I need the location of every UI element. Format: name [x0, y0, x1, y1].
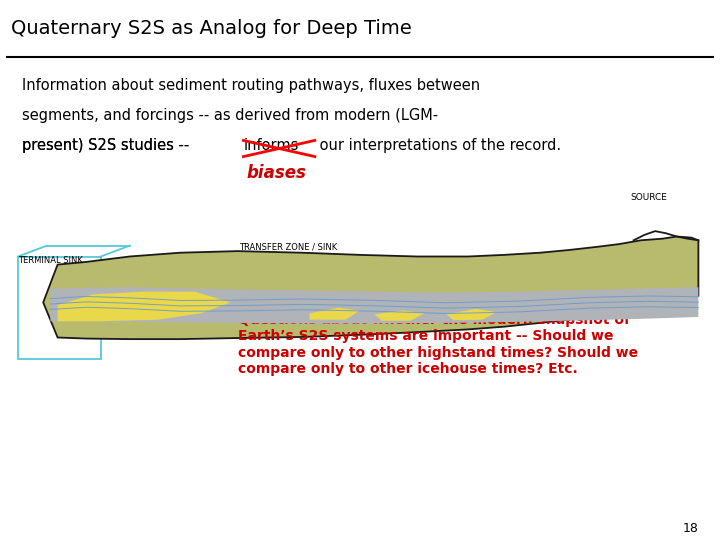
Polygon shape — [374, 310, 425, 321]
Polygon shape — [43, 237, 698, 339]
Text: TRANSFER ZONE / SINK: TRANSFER ZONE / SINK — [239, 242, 337, 251]
Text: our interpretations of the record.: our interpretations of the record. — [315, 138, 561, 153]
Text: Quaternary S2S as Analog for Deep Time: Quaternary S2S as Analog for Deep Time — [11, 19, 412, 38]
Text: SOURCE: SOURCE — [630, 193, 667, 202]
Text: TERMINAL SINK: TERMINAL SINK — [18, 255, 83, 265]
Text: 18: 18 — [683, 522, 698, 535]
Text: present) S2S studies --: present) S2S studies -- — [22, 138, 194, 153]
Text: present) S2S studies --: present) S2S studies -- — [22, 138, 194, 153]
Text: informs: informs — [243, 138, 299, 153]
Polygon shape — [58, 292, 230, 321]
Text: segments, and forcings -- as derived from modern (LGM-: segments, and forcings -- as derived fro… — [22, 108, 438, 123]
Text: Questions about whether the modern snapshot of
Earth’s S2S systems are important: Questions about whether the modern snaps… — [238, 313, 638, 376]
Text: Information about sediment routing pathways, fluxes between: Information about sediment routing pathw… — [22, 78, 480, 93]
Polygon shape — [50, 287, 698, 323]
Polygon shape — [446, 309, 497, 320]
Polygon shape — [310, 308, 360, 320]
Text: biases: biases — [247, 164, 307, 181]
